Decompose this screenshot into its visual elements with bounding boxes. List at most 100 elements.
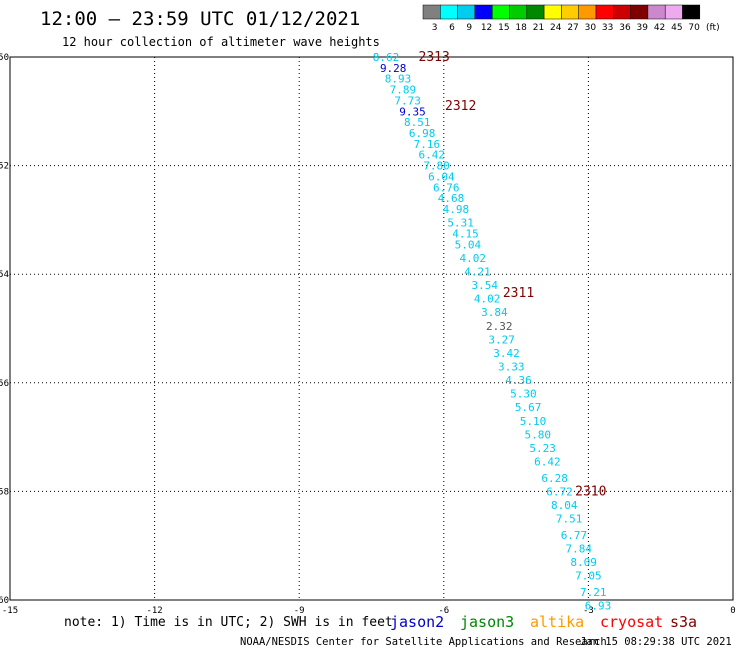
swh-point-label: 8.62 xyxy=(373,51,400,64)
swh-point-label: 5.67 xyxy=(515,401,542,414)
swh-point-label: 5.04 xyxy=(455,238,482,251)
footer-credit: NOAA/NESDIS Center for Satellite Applica… xyxy=(240,636,607,648)
y-tick-label: -54 xyxy=(0,270,9,280)
grid-lines xyxy=(10,57,733,600)
legend-label: 6 xyxy=(449,23,455,33)
legend-swatch xyxy=(543,4,562,20)
swh-point-label: 8.51 xyxy=(404,116,431,129)
swh-point-label: 4.21 xyxy=(464,265,491,278)
swh-point-label: 5.10 xyxy=(520,415,547,428)
x-tick-label: -15 xyxy=(2,606,18,616)
swh-point-label: 4.02 xyxy=(474,293,501,306)
swh-point-label: 7.51 xyxy=(556,513,583,526)
legend-label: 70 xyxy=(688,23,700,33)
legend-label: 42 xyxy=(654,23,665,33)
swh-point-label: 8.04 xyxy=(551,499,578,512)
x-tick-label: -6 xyxy=(438,606,449,616)
swh-point-label: 6.76 xyxy=(433,181,460,194)
swh-point-label: 4.68 xyxy=(438,192,465,205)
swh-point-label: 7.21 xyxy=(580,586,607,599)
swh-points: 8.629.288.937.897.739.358.516.987.166.42… xyxy=(373,51,612,612)
x-tick-label: -9 xyxy=(294,606,305,616)
plot-area: -15 -12 -9 -6 -3 0 -50 -52 -54 -56 -58 -60 8.629.28… xyxy=(0,50,736,616)
satellite-name: jason3 xyxy=(460,613,514,631)
swh-point-label: 4.98 xyxy=(443,203,470,216)
satellite-name: s3a xyxy=(670,613,697,631)
legend-swatch xyxy=(509,4,528,20)
swh-point-label: 8.09 xyxy=(570,556,597,569)
swh-point-label: 8.93 xyxy=(385,73,412,86)
legend-label: 9 xyxy=(466,23,472,33)
swh-point-label: 4.36 xyxy=(505,374,532,387)
satellite-legend: jason2 jason3 altika cryosat s3a xyxy=(390,613,697,631)
legend-swatch xyxy=(578,4,597,20)
legend-swatch xyxy=(664,4,683,20)
legend-swatch xyxy=(630,4,649,20)
swh-point-label: 9.35 xyxy=(399,105,426,118)
legend-label: 21 xyxy=(533,23,544,33)
legend-swatch xyxy=(422,4,441,20)
x-tick-label: 0 xyxy=(730,606,735,616)
legend-label: 12 xyxy=(481,23,492,33)
legend-swatch xyxy=(526,4,545,20)
swh-point-label: 3.42 xyxy=(493,347,520,360)
satellite-name: jason2 xyxy=(390,613,444,631)
legend-swatch xyxy=(561,4,579,20)
swh-point-label: 6.04 xyxy=(428,170,455,183)
swh-point-label: 4.15 xyxy=(452,227,479,240)
legend-label: 36 xyxy=(619,23,631,33)
chart-subtitle: 12 hour collection of altimeter wave hei… xyxy=(62,35,380,49)
pass-number-label: 2310 xyxy=(575,484,606,499)
swh-point-label: 2.32 xyxy=(486,320,513,333)
swh-point-label: 6.93 xyxy=(585,599,612,612)
y-tick-label: -58 xyxy=(0,487,9,497)
legend-label: 3 xyxy=(432,23,438,33)
legend-label: 30 xyxy=(585,23,597,33)
legend-swatch xyxy=(457,4,476,20)
swh-point-label: 3.33 xyxy=(498,361,525,374)
swh-point-label: 7.05 xyxy=(575,570,602,583)
legend-swatch xyxy=(491,4,510,20)
legend-swatch xyxy=(474,4,493,20)
plot-frame xyxy=(9,56,734,601)
legend-label: 45 xyxy=(671,23,682,33)
legend-swatch xyxy=(647,4,666,20)
swh-point-label: 9.28 xyxy=(380,62,407,75)
swh-point-label: 7.80 xyxy=(423,160,450,173)
swh-point-label: 3.84 xyxy=(481,306,508,319)
swh-point-label: 5.30 xyxy=(510,388,537,401)
y-tick-label: -52 xyxy=(0,162,9,172)
tick-labels: -15 -12 -9 -6 -3 0 -50 -52 -54 -56 -58 -60 xyxy=(0,53,736,616)
x-tick-label: -12 xyxy=(146,606,162,616)
swh-point-label: 6.72 xyxy=(546,485,573,498)
legend-swatch xyxy=(682,4,701,20)
legend-label: 33 xyxy=(602,23,613,33)
legend-label: 39 xyxy=(637,23,649,33)
x-tick-label: -3 xyxy=(583,606,594,616)
swh-point-label: 6.42 xyxy=(419,149,446,162)
satellite-name: cryosat xyxy=(600,613,663,631)
swh-point-label: 3.27 xyxy=(488,333,515,346)
swh-point-label: 6.98 xyxy=(409,127,436,140)
swh-point-label: 5.31 xyxy=(447,217,474,230)
footer-timestamp: Jan 15 08:29:38 UTC 2021 xyxy=(580,636,732,648)
legend-label: 27 xyxy=(567,23,578,33)
legend-swatch xyxy=(595,4,614,20)
swh-point-label: 6.77 xyxy=(561,529,588,542)
swh-point-label: 7.16 xyxy=(414,138,441,151)
pass-number-label: 2313 xyxy=(419,50,450,65)
legend-swatch xyxy=(613,4,631,20)
swh-point-label: 3.54 xyxy=(472,279,499,292)
legend-label: 15 xyxy=(498,23,509,33)
swh-point-label: 5.80 xyxy=(525,428,552,441)
swh-point-label: 4.02 xyxy=(459,252,486,265)
legend-label: 24 xyxy=(550,23,562,33)
legend-label: 18 xyxy=(515,23,527,33)
satellite-name: altika xyxy=(530,613,584,631)
swh-point-label: 6.28 xyxy=(541,472,568,485)
legend-swatch xyxy=(440,4,458,20)
swh-point-label: 7.89 xyxy=(390,84,417,97)
pass-number-label: 2311 xyxy=(503,286,534,301)
color-legend: 3 6 9 12 15 18 21 24 27 30 33 36 39 42 45 70 (ft) xyxy=(422,4,720,33)
